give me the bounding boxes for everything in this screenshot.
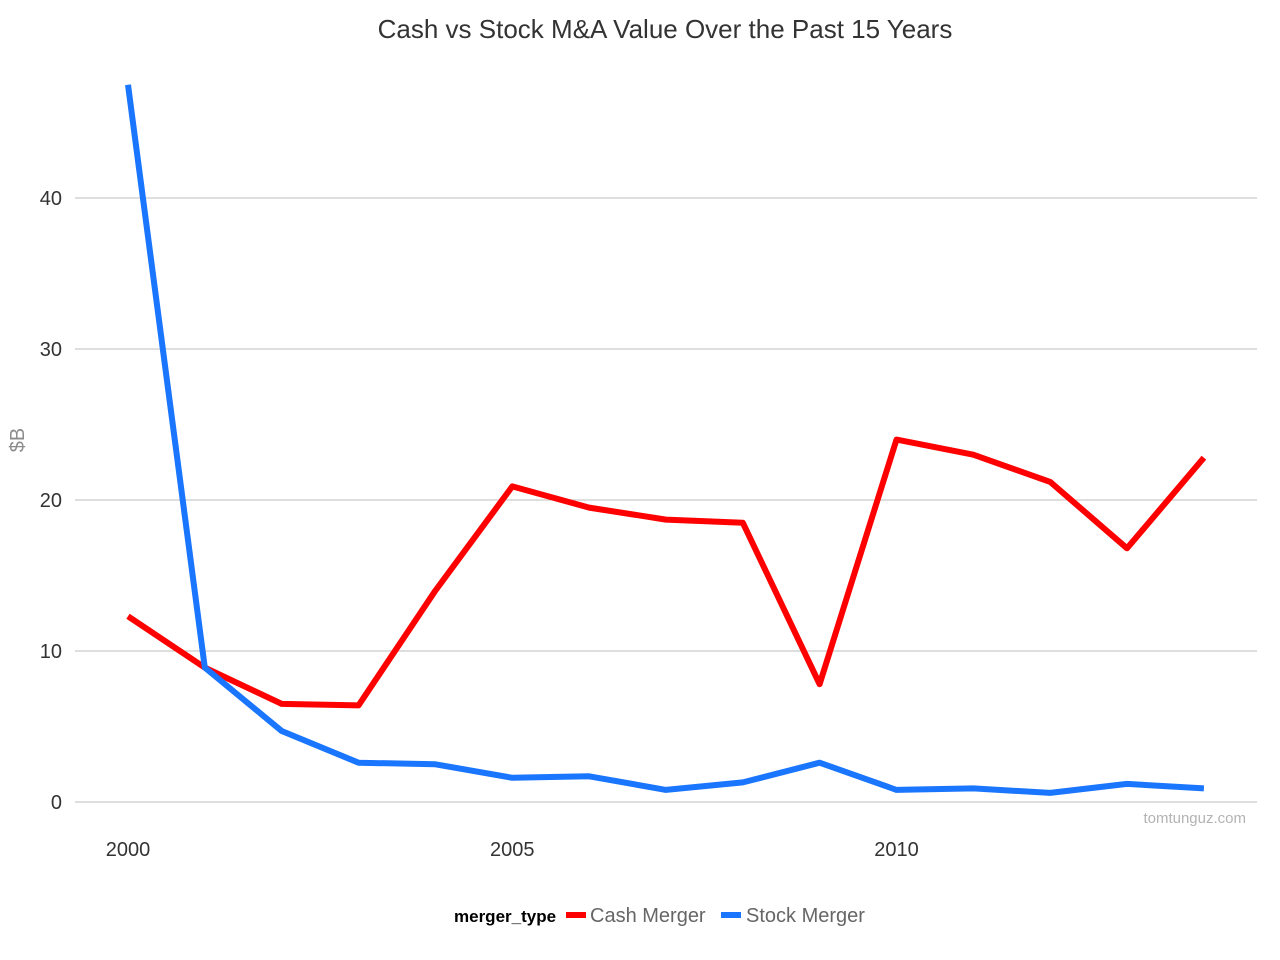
y-tick-label: 10 <box>40 641 62 663</box>
series-lines <box>125 84 1207 796</box>
legend-item-label: Cash Merger <box>590 905 706 927</box>
watermark: tomtunguz.com <box>1143 810 1246 827</box>
y-tick-label: 30 <box>40 339 62 361</box>
x-tick-label: 2010 <box>874 839 919 861</box>
y-axis-label: $B <box>7 428 29 452</box>
legend-item-label: Stock Merger <box>746 905 865 927</box>
series-line-cash-merger <box>126 436 1207 709</box>
y-tick-label: 20 <box>40 490 62 512</box>
x-tick-label: 2000 <box>106 839 151 861</box>
y-tick-label: 0 <box>51 792 62 814</box>
x-tick-label: 2005 <box>490 839 535 861</box>
chart-title: Cash vs Stock M&A Value Over the Past 15… <box>378 14 953 44</box>
x-axis-ticks: 2000 2005 2010 <box>106 839 919 861</box>
gridlines <box>75 197 1257 803</box>
legend: merger_type Cash Merger Stock Merger <box>454 905 865 927</box>
y-axis-ticks: 0 10 20 30 40 <box>40 188 62 814</box>
legend-title: merger_type <box>454 907 556 926</box>
y-tick-label: 40 <box>40 188 62 210</box>
series-line-stock-merger <box>125 84 1205 796</box>
